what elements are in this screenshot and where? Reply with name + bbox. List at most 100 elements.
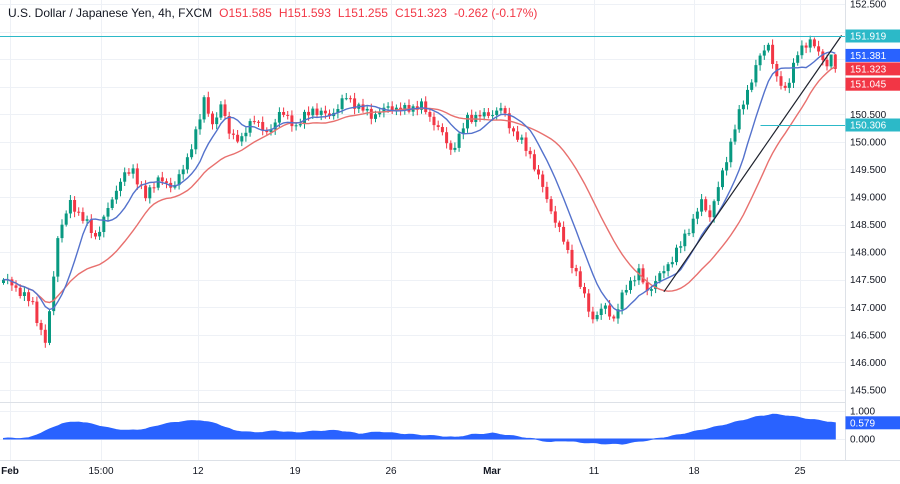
candle-body: [48, 311, 51, 343]
candle-body: [85, 219, 89, 221]
candle-body: [687, 233, 691, 235]
candle-body: [290, 115, 294, 127]
candle-body: [808, 39, 812, 48]
candle-body: [512, 128, 515, 132]
candle-body: [733, 129, 737, 142]
candle-body: [666, 264, 670, 272]
price-axis-label: 149.500: [850, 165, 887, 176]
candle-body: [595, 315, 599, 320]
candle-body: [812, 39, 816, 47]
candle-body: [206, 97, 210, 114]
change-readout: -0.262 (-0.17%): [453, 6, 538, 20]
candle-body: [624, 290, 628, 293]
candle-body: [390, 106, 394, 112]
candle-body: [833, 54, 837, 69]
candle-body: [783, 85, 787, 88]
candle-body: [821, 51, 825, 60]
time-axis-label: 15:00: [88, 466, 113, 477]
candle-body: [649, 289, 653, 291]
candle-body: [779, 76, 783, 86]
candle-body: [495, 110, 499, 115]
candle-body: [549, 199, 553, 212]
candle-body: [449, 143, 453, 150]
candle-body: [144, 185, 148, 199]
candle-body: [829, 54, 833, 67]
candle-body: [804, 45, 808, 48]
candle-body: [721, 170, 724, 188]
candle-body: [520, 137, 524, 140]
candle-body: [787, 82, 791, 88]
candle-body: [194, 129, 198, 150]
candle-body: [211, 113, 214, 125]
time-axis-label: 19: [289, 466, 301, 477]
candle-body: [190, 149, 194, 158]
candle-body: [328, 113, 331, 117]
candle-body: [22, 292, 26, 296]
legend: U.S. Dollar / Japanese Yen, 4h, FXCM O15…: [8, 6, 537, 20]
time-axis[interactable]: [0, 460, 900, 484]
high-readout: H151.593: [278, 6, 331, 20]
price-badges: 151.919 151.381 151.323 151.045 150.306 0.579: [845, 29, 900, 430]
trendline[interactable]: [663, 35, 843, 293]
candle-body: [294, 125, 298, 127]
price-axis-label: 148.000: [850, 248, 887, 259]
candle-body: [43, 329, 47, 343]
price-badge: [845, 48, 900, 62]
symbol-title[interactable]: U.S. Dollar / Japanese Yen, 4h, FXCM: [8, 6, 213, 20]
candle-body: [227, 116, 231, 134]
candle-body: [436, 125, 440, 127]
candle-body: [240, 136, 244, 142]
candle-body: [570, 249, 574, 268]
candle-body: [35, 301, 39, 323]
candle-body: [771, 44, 775, 64]
indicator-axis-label: 1.000: [850, 407, 875, 418]
candle-body: [662, 271, 666, 274]
candle-body: [679, 246, 683, 248]
candle-body: [532, 154, 536, 170]
price-axis-label: 146.000: [850, 358, 887, 369]
candle-body: [231, 133, 235, 135]
candle-body: [323, 110, 327, 114]
candle-body: [641, 268, 645, 283]
candle-body: [562, 226, 566, 242]
candle-body: [98, 231, 102, 237]
candle-body: [181, 169, 185, 175]
candle-body: [583, 287, 586, 294]
price-axis[interactable]: [845, 0, 900, 460]
candle-body: [566, 241, 570, 250]
candle-body: [244, 132, 248, 137]
candle-body: [378, 112, 382, 115]
main-pane[interactable]: [0, 0, 845, 402]
candle-body: [152, 187, 156, 189]
candle-body: [14, 285, 18, 288]
price-axis-labels: 152.500 150.500 150.000 149.500 149.000 148.5…: [850, 0, 887, 446]
candle-body: [2, 279, 5, 283]
indicator-pane[interactable]: [0, 403, 845, 460]
candle-body: [792, 62, 795, 83]
candle-body: [73, 200, 77, 212]
candle-body: [223, 104, 227, 116]
candle-body: [695, 211, 699, 219]
candle-body: [265, 130, 269, 133]
price-axis-label: 145.500: [850, 386, 887, 397]
candle-body: [608, 305, 612, 317]
candle-body: [704, 199, 708, 211]
candle-body: [319, 110, 323, 115]
candle-body: [348, 98, 352, 100]
candle-body: [81, 212, 85, 221]
candle-body: [825, 59, 829, 67]
candle-body: [365, 108, 369, 111]
candle-body: [56, 238, 60, 277]
candle-body: [407, 105, 411, 112]
candle-body: [340, 98, 344, 110]
price-badge: [845, 29, 900, 43]
candle-body: [131, 168, 135, 174]
candle-body: [269, 129, 273, 133]
close-readout: C151.323: [394, 6, 447, 20]
candle-body: [236, 134, 240, 142]
candle-body: [361, 104, 365, 111]
candle-body: [453, 147, 457, 150]
candle-body: [403, 105, 407, 111]
